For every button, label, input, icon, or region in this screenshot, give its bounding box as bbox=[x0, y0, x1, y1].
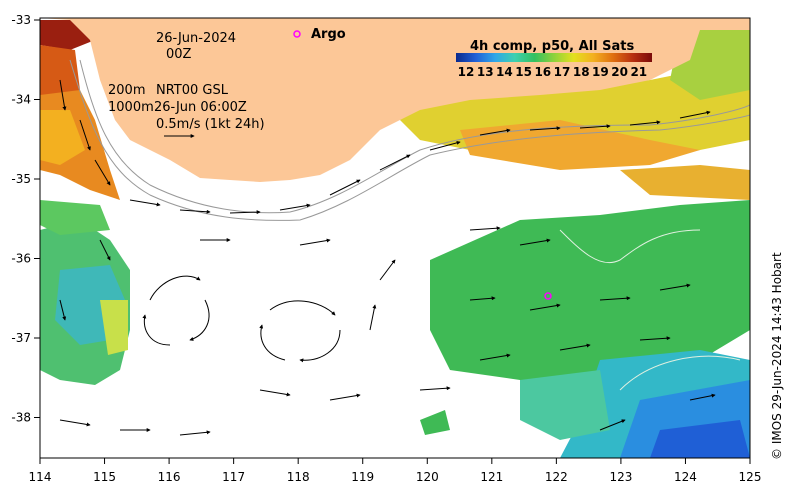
x-tick-label: 117 bbox=[222, 470, 245, 484]
current-vectors bbox=[59, 79, 716, 436]
colorbar-ticks: 12 13 14 15 16 17 18 19 20 21 bbox=[458, 65, 648, 79]
x-tick-label: 124 bbox=[674, 470, 697, 484]
y-axis: -33 -34 -35 -36 -37 -38 bbox=[11, 13, 40, 425]
depth-200-label: 200m bbox=[108, 83, 145, 98]
credit-label: © IMOS 29-Jun-2024 14:43 Hobart bbox=[770, 252, 784, 460]
sst-field bbox=[40, 20, 750, 458]
y-tick-label: -38 bbox=[11, 411, 31, 425]
date-label: 26-Jun-2024 bbox=[156, 31, 236, 46]
x-tick-label: 122 bbox=[545, 470, 568, 484]
y-tick-label: -35 bbox=[11, 172, 31, 186]
x-tick-label: 121 bbox=[480, 470, 503, 484]
colorbar-tick-label: 16 bbox=[534, 65, 551, 79]
product-label: NRT00 GSL bbox=[156, 83, 229, 98]
x-tick-label: 116 bbox=[158, 470, 181, 484]
argo-legend-marker bbox=[293, 30, 301, 38]
colorbar-tick-label: 13 bbox=[477, 65, 494, 79]
colorbar-tick-label: 20 bbox=[611, 65, 628, 79]
colorbar-tick-label: 21 bbox=[630, 65, 647, 79]
x-tick-label: 119 bbox=[351, 470, 374, 484]
x-tick-label: 120 bbox=[416, 470, 439, 484]
plot-frame bbox=[39, 17, 751, 459]
depth-contours bbox=[69, 59, 750, 221]
colorbar-tick-label: 15 bbox=[515, 65, 532, 79]
colorbar-tick-label: 18 bbox=[573, 65, 590, 79]
x-tick-label: 114 bbox=[29, 470, 52, 484]
x-tick-label: 115 bbox=[93, 470, 116, 484]
scale-label: 0.5m/s (1kt 24h) bbox=[156, 117, 265, 132]
colorbar-title: 4h comp, p50, All Sats bbox=[470, 39, 634, 54]
x-tick-label: 125 bbox=[739, 470, 762, 484]
argo-float-marker[interactable] bbox=[544, 292, 552, 300]
colorbar-tick-label: 12 bbox=[458, 65, 475, 79]
argo-legend-label: Argo bbox=[311, 27, 346, 42]
colorbar-tick-label: 19 bbox=[592, 65, 609, 79]
vector-time-label: 26-Jun 06:00Z bbox=[154, 100, 247, 115]
time-label: 00Z bbox=[166, 47, 192, 62]
y-tick-label: -36 bbox=[11, 252, 31, 266]
x-tick-label: 123 bbox=[609, 470, 632, 484]
x-tick-label: 118 bbox=[287, 470, 310, 484]
colorbar-tick-label: 14 bbox=[496, 65, 513, 79]
depth-1000-label: 1000m bbox=[108, 100, 154, 115]
y-tick-label: -37 bbox=[11, 331, 31, 345]
y-tick-label: -34 bbox=[11, 93, 31, 107]
x-axis: 114 115 116 117 118 119 120 121 122 123 124 125 bbox=[29, 458, 762, 484]
colorbar bbox=[456, 53, 652, 62]
colorbar-tick-label: 17 bbox=[554, 65, 571, 79]
y-tick-label: -33 bbox=[11, 13, 31, 27]
